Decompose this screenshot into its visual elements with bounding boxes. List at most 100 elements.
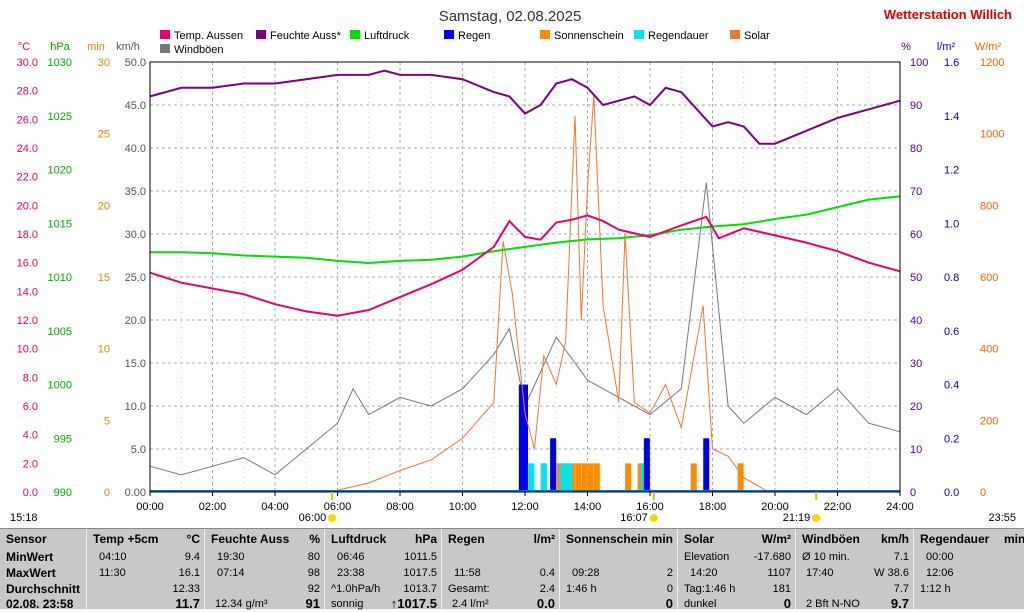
chart-legend: Temp. Aussen Feuchte Auss* Luftdruck Regen S… [160, 30, 770, 56]
axis-tick-minutes: 5 [104, 415, 110, 427]
humidity-header: Feuchte Auss [211, 532, 290, 546]
temp-unit: °C [186, 532, 200, 546]
axis-tick-pressure: 1030 [48, 57, 72, 69]
humidity-min-time: 19:30 [217, 551, 245, 563]
sunshine-total: 0 [666, 583, 673, 595]
axis-tick-temp: 22.0 [17, 172, 38, 184]
axis-tick-minutes: 15 [98, 272, 110, 284]
legend-label: Windböen [174, 44, 224, 56]
x-tick-label: 04:00 [261, 501, 289, 513]
x-tick-label: 12:00 [511, 501, 539, 513]
rain-duration-total: 1:12 h [920, 583, 951, 595]
solar-header: Solar [684, 532, 715, 546]
rain-unit: l/m² [533, 532, 555, 546]
axis-tick-pressure: 1005 [48, 326, 72, 338]
rain-total-label: Gesamt: [448, 583, 490, 595]
axis-tick-wind: 25.0 [125, 272, 146, 284]
sunshine-total-label: 1:46 h [566, 583, 597, 595]
axis-tick-humidity: 20 [910, 401, 922, 413]
axis-tick-temp: 0.0 [23, 487, 38, 499]
axis-tick-rain: 0.0 [944, 487, 959, 499]
axis-tick-wind: 10.0 [125, 401, 146, 413]
series-bar [637, 463, 644, 492]
sunshine-current: 0 [665, 596, 673, 611]
series-bar [565, 463, 572, 492]
axis-tick-minutes: 10 [98, 344, 110, 356]
sun-marker-time: 06:00 [299, 512, 327, 524]
rain-duration-max: 12:06 [926, 567, 954, 579]
legend-swatch [256, 30, 266, 39]
statistics-table: Sensor MinWert MaxWert Durchschnitt 02.0… [0, 528, 1024, 611]
sensor-header: Sensor [6, 532, 47, 546]
solar-day-label: Tag:1:46 h [684, 583, 736, 595]
series-bar [587, 463, 594, 492]
wind-avg10-label: Ø 10 min. [802, 551, 850, 563]
weather-chart: Samstag, 02.08.2025 Wetterstation Willic… [10, 7, 1016, 524]
axis-tick-solar: 400 [980, 344, 998, 356]
legend-label: Temp. Aussen [174, 30, 243, 42]
series-bar [703, 438, 710, 492]
sun-icon [328, 514, 337, 522]
axis-unit-solar: W/m² [975, 41, 1002, 53]
rain-total: 2.4 [539, 583, 555, 595]
series-line [149, 214, 901, 317]
axis-unit-rain: l/m² [937, 41, 956, 53]
plot-frame [149, 61, 901, 493]
axis-tick-temp: 26.0 [17, 114, 38, 126]
axis-tick-rain: 1.0 [944, 218, 959, 230]
rain-max: 0.4 [539, 567, 555, 579]
axis-unit-humidity: % [901, 41, 911, 53]
legend-label: Sonnenschein [554, 30, 624, 42]
sun-markers: 06:00 16:07 21:19 [299, 492, 821, 524]
temp-max-time: 11:30 [99, 567, 126, 579]
x-tick-label: 20:00 [761, 501, 789, 513]
sunshine-header: Sonnenschein [566, 532, 649, 546]
sun-icon [649, 514, 658, 522]
x-tick-label: 24:00 [886, 501, 914, 513]
series-bar [690, 463, 697, 492]
axis-tick-pressure: 1010 [48, 272, 72, 284]
col-humidity: Feuchte Auss% 19:30 80 07:14 98 92 12.34 g… [205, 529, 325, 611]
sunshine-max-time: 09:28 [572, 567, 600, 579]
axis-tick-pressure: 990 [54, 487, 72, 499]
series-bar [550, 438, 557, 492]
legend-swatch [160, 30, 170, 39]
axis-tick-humidity: 100 [910, 57, 928, 69]
elevation-label: Elevation [684, 551, 730, 563]
wind-beaufort: 2 Bft N-NO [806, 598, 860, 610]
series-bar [540, 463, 547, 492]
axis-tick-wind: 40.0 [125, 143, 146, 155]
series-bar [643, 438, 650, 492]
x-tick-label: 16:00 [636, 501, 664, 513]
axis-tick-humidity: 80 [910, 143, 922, 155]
axis-tick-humidity: 30 [910, 358, 922, 370]
axis-tick-solar: 1000 [980, 129, 1004, 141]
wind-current: 9.7 [890, 596, 909, 611]
col-rain: Regen l/m² 11:58 0.4 Gesamt: 2.4 2.4 l/m² 0.… [442, 529, 560, 611]
axis-tick-humidity: 90 [910, 100, 922, 112]
axis-tick-humidity: 50 [910, 272, 922, 284]
axis-unit-pressure: hPa [50, 41, 70, 53]
humidity-current: 91 [305, 596, 320, 611]
axis-tick-solar: 1200 [980, 57, 1004, 69]
axis-tick-humidity: 70 [910, 186, 922, 198]
humidity-unit: % [309, 532, 320, 546]
x-tick-label: 10:00 [449, 501, 477, 513]
temp-min-time: 04:10 [99, 551, 127, 563]
axis-tick-pressure: 1020 [48, 165, 72, 177]
temp-header: Temp +5cm [93, 532, 159, 546]
pressure-current: ↑1017.5 [390, 596, 437, 611]
col-sensor: Sensor MinWert MaxWert Durchschnitt 02.0… [0, 529, 87, 611]
humidity-avg: 92 [307, 583, 320, 595]
series-bar [593, 463, 600, 492]
pressure-header: Luftdruck [331, 532, 387, 546]
x-tick-label: 00:00 [136, 501, 164, 513]
col-rain-duration: Regendauer min 00:00 12:06 1:12 h [914, 529, 1024, 609]
legend-swatch [444, 30, 454, 39]
legend-label: Solar [744, 30, 770, 42]
axis-unit-minutes: min [87, 41, 105, 53]
series-line [149, 182, 901, 476]
x-axis: 00:00 02:00 04:00 06:00 08:00 10:00 12:00 14:00… [136, 492, 914, 513]
humidity-max: 98 [307, 567, 320, 579]
axis-unit-temp: °C [18, 41, 30, 53]
